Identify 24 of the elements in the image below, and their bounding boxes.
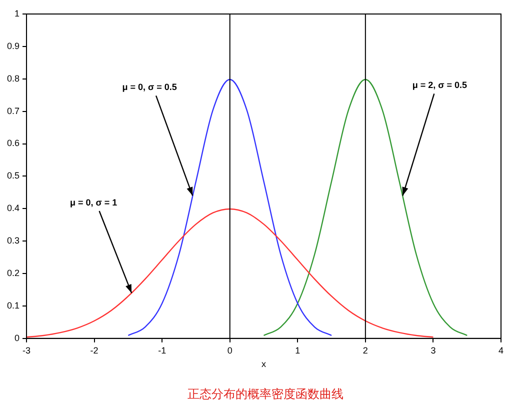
x-tick-label: -1 [158, 345, 166, 356]
x-tick-label: 4 [498, 345, 504, 356]
y-tick-label: 0.8 [6, 73, 20, 84]
y-tick-label: 0.6 [6, 138, 20, 148]
y-tick-label: 1 [14, 8, 20, 18]
x-tick-label: 2 [362, 345, 368, 356]
annotation: μ = 2, σ = 0.5 [412, 80, 468, 90]
x-tick-label: -3 [22, 345, 31, 356]
text: 正态分布的概率密度函数曲线 [186, 386, 344, 403]
y-tick-label: 0.9 [6, 40, 20, 51]
x-tick-label: 1 [295, 345, 300, 356]
x-tick-label: -2 [90, 345, 98, 356]
y-tick-label: 0.5 [6, 170, 20, 181]
y-tick-label: 0.4 [6, 203, 20, 214]
y-tick-label: 0 [14, 332, 20, 343]
annotation: μ = 0, σ = 1 [70, 197, 118, 208]
y-tick-label: 0.2 [6, 268, 20, 278]
y-tick-label: 0.1 [6, 300, 20, 310]
y-tick-label: 0.3 [6, 236, 20, 246]
x-tick-label: 3 [430, 345, 436, 356]
x-tick-label: 0 [227, 345, 232, 356]
x-axis-title: x [262, 359, 267, 370]
y-tick-label: 0.7 [6, 106, 20, 116]
annotation: μ = 0, σ = 0.5 [122, 82, 177, 92]
